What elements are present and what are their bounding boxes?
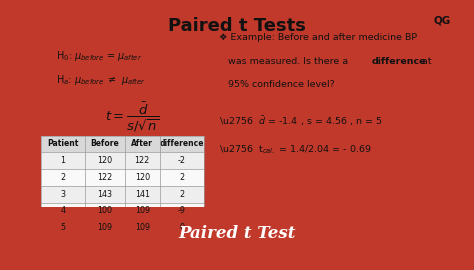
Text: 2: 2 (60, 173, 65, 182)
Bar (41, 152, 204, 169)
Text: 120: 120 (135, 173, 150, 182)
Text: Paired t Test: Paired t Test (178, 225, 296, 242)
Text: ❖ Example: Before and after medicine BP: ❖ Example: Before and after medicine BP (219, 33, 418, 42)
Text: 5: 5 (60, 223, 65, 232)
Text: 120: 120 (97, 156, 112, 165)
Bar (41, 219, 204, 236)
Bar (41, 186, 204, 202)
Text: difference: difference (372, 57, 426, 66)
Text: 109: 109 (135, 207, 150, 215)
Bar (41, 169, 204, 186)
Text: QG: QG (434, 15, 451, 25)
Text: H$_0$: $\mu_{before}$ = $\mu_{after}$: H$_0$: $\mu_{before}$ = $\mu_{after}$ (56, 49, 143, 63)
Text: was measured. Is there a: was measured. Is there a (219, 57, 352, 66)
Bar (41, 202, 204, 219)
Text: Before: Before (91, 140, 119, 148)
Text: After: After (131, 140, 153, 148)
Text: H$_a$: $\mu_{before}$ $\neq$ $\mu_{after}$: H$_a$: $\mu_{before}$ $\neq$ $\mu_{after… (56, 73, 146, 86)
Text: 141: 141 (135, 190, 150, 199)
Text: at: at (419, 57, 431, 66)
Text: Paired t Tests: Paired t Tests (168, 17, 306, 35)
Text: Patient: Patient (47, 140, 79, 148)
Text: 2: 2 (179, 190, 184, 199)
Text: 109: 109 (97, 223, 112, 232)
Text: 122: 122 (135, 156, 150, 165)
Text: 0: 0 (179, 223, 184, 232)
Text: 2: 2 (179, 173, 184, 182)
Text: $t = \dfrac{\bar{d}}{s/\sqrt{n}}$: $t = \dfrac{\bar{d}}{s/\sqrt{n}}$ (105, 100, 160, 134)
Text: 1: 1 (60, 156, 65, 165)
Text: 3: 3 (60, 190, 65, 199)
Text: 95% confidence level?: 95% confidence level? (219, 80, 335, 89)
Bar (41, 136, 204, 152)
Text: -9: -9 (178, 207, 186, 215)
Text: -2: -2 (178, 156, 186, 165)
Text: 143: 143 (97, 190, 112, 199)
Text: difference: difference (160, 140, 204, 148)
Text: 122: 122 (97, 173, 112, 182)
Text: \u2756  t$_{cal.}$ = 1.4/2.04 = - 0.69: \u2756 t$_{cal.}$ = 1.4/2.04 = - 0.69 (219, 143, 372, 156)
Text: 4: 4 (60, 207, 65, 215)
Text: 100: 100 (97, 207, 112, 215)
Text: \u2756  $\bar{d}$ = -1.4 , s = 4.56 , n = 5: \u2756 $\bar{d}$ = -1.4 , s = 4.56 , n =… (219, 114, 383, 128)
Text: 109: 109 (135, 223, 150, 232)
